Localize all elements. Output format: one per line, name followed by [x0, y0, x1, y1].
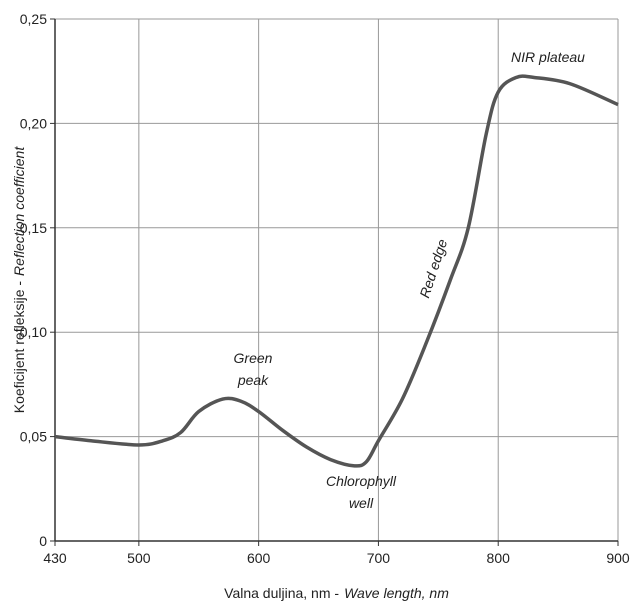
x-tick-label: 430 — [43, 550, 67, 566]
x-tick-label: 700 — [367, 550, 391, 566]
x-label-part: Valna duljina, nm - — [224, 585, 339, 601]
y-axis-label: Koeficijent refleksije - Reflection coeff… — [11, 146, 27, 414]
annotation: NIR plateau — [511, 49, 585, 65]
annotation: peak — [237, 372, 269, 388]
x-tick-label: 600 — [247, 550, 271, 566]
x-axis-label: Valna duljina, nm - Wave length, nm — [224, 585, 449, 601]
annotation: Green — [234, 350, 273, 366]
x-label-part: Wave length, nm — [344, 585, 449, 601]
y-tick-label: 0 — [39, 533, 47, 549]
y-tick-label: 0,05 — [20, 429, 47, 445]
x-tick-label: 900 — [606, 550, 630, 566]
line — [54, 74, 619, 468]
y-tick-label: 0,25 — [20, 11, 47, 27]
x-tick-label: 800 — [487, 550, 511, 566]
y-tick-label: 0,15 — [20, 220, 47, 236]
y-label-part: Reflection coefficient — [11, 146, 27, 276]
y-tick-label: 0,20 — [20, 115, 47, 131]
x-tick-label: 500 — [127, 550, 151, 566]
annotation: Chlorophyll — [326, 473, 397, 489]
y-tick-label: 0,10 — [20, 324, 47, 340]
annotation: well — [349, 495, 374, 511]
y-label-part: Koeficijent refleksije - — [11, 281, 27, 414]
